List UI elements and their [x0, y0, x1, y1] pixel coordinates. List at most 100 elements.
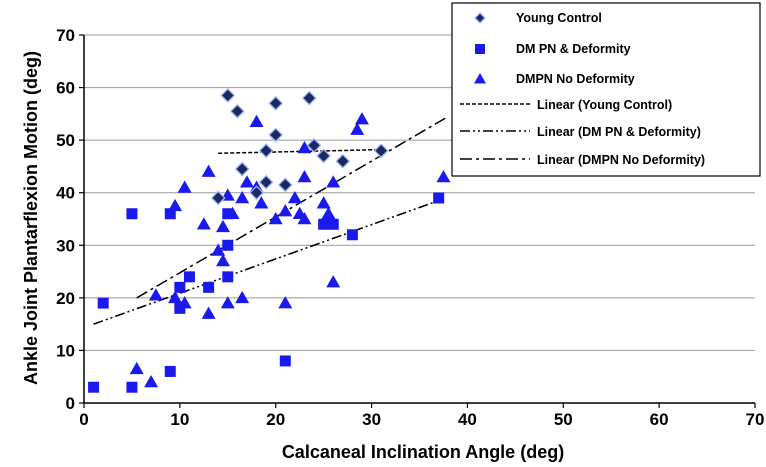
- trendline-2: [93, 199, 439, 325]
- dm-pn-deformity-point: [318, 218, 330, 230]
- dm-pn-deformity-point: [222, 239, 234, 251]
- data-point-layer: [88, 88, 451, 393]
- x-tick-label: 30: [362, 410, 381, 429]
- dmpn-no-deformity-point: [249, 114, 264, 127]
- young-control-point: [258, 143, 274, 159]
- dmpn-no-deformity-point: [350, 122, 365, 135]
- dmpn-no-deformity-point: [129, 361, 144, 375]
- y-axis-title: Ankle Joint Plantarflexion Motion (deg): [21, 51, 41, 385]
- young-control-point: [249, 185, 264, 201]
- y-tick-label: 60: [56, 79, 75, 98]
- y-tick-label: 10: [56, 341, 75, 360]
- dmpn-no-deformity-point: [436, 169, 451, 183]
- dmpn-no-deformity-point: [239, 175, 254, 188]
- legend-label: Young Control: [516, 11, 602, 25]
- legend-label: Linear (DMPN No Deformity): [537, 153, 705, 167]
- dm-pn-deformity-point: [327, 218, 339, 230]
- dmpn-no-deformity-point: [268, 212, 283, 225]
- dm-pn-deformity-point: [97, 297, 109, 309]
- grid-layer: [84, 34, 755, 351]
- young-control-point: [335, 153, 351, 169]
- dm-pn-deformity-point: [88, 381, 100, 393]
- y-tick-label: 30: [56, 236, 75, 255]
- legend-marker-1: [474, 12, 486, 24]
- x-tick-label: 40: [458, 410, 477, 429]
- young-control-point: [373, 143, 389, 159]
- x-tick-label: 50: [554, 410, 573, 429]
- dmpn-no-deformity-point: [254, 196, 269, 209]
- dmpn-no-deformity-point: [201, 306, 216, 319]
- dm-pn-deformity-point: [203, 281, 215, 293]
- legend-items: Young Control DM PN & Deformity DMPN No De…: [460, 11, 705, 167]
- x-tick-label: 0: [79, 410, 88, 429]
- legend-label: Linear (Young Control): [537, 98, 672, 112]
- dmpn-no-deformity-point: [287, 190, 302, 204]
- young-control-point: [210, 190, 226, 206]
- dm-pn-deformity-point: [174, 302, 186, 314]
- dm-pn-deformity-point: [222, 271, 234, 283]
- dmpn-no-deformity-point: [215, 254, 230, 267]
- dm-pn-deformity-point: [126, 381, 138, 393]
- dmpn-no-deformity-point: [215, 219, 230, 233]
- legend-marker-3: [474, 73, 486, 84]
- dm-pn-deformity-point: [174, 281, 186, 293]
- legend-label: DM PN & Deformity: [516, 42, 631, 56]
- dmpn-no-deformity-point: [211, 243, 226, 256]
- dmpn-no-deformity-point: [144, 374, 159, 388]
- dm-pn-deformity-point: [346, 229, 358, 241]
- young-control-point: [277, 177, 293, 193]
- dm-pn-deformity-point: [183, 271, 195, 283]
- dm-pn-deformity-point: [164, 365, 176, 377]
- dmpn-no-deformity-point: [278, 296, 293, 309]
- dmpn-no-deformity-point: [354, 112, 369, 125]
- y-tick-label: 40: [56, 184, 75, 203]
- dmpn-no-deformity-point: [148, 288, 163, 301]
- young-control-point: [258, 174, 274, 190]
- dmpn-no-deformity-point: [326, 275, 341, 288]
- trendline-layer: [93, 115, 449, 325]
- x-tick-label: 60: [650, 410, 669, 429]
- x-tick-label: 70: [746, 410, 765, 429]
- x-tick-label: 10: [170, 410, 189, 429]
- young-control-point: [301, 90, 317, 106]
- dmpn-no-deformity-point: [297, 169, 312, 183]
- young-control-point: [234, 161, 250, 177]
- x-axis-title: Calcaneal Inclination Angle (deg): [282, 442, 564, 462]
- dmpn-no-deformity-point: [278, 204, 293, 217]
- x-tick-label: 20: [266, 410, 285, 429]
- dm-pn-deformity-point: [433, 192, 445, 204]
- young-control-point: [220, 88, 236, 103]
- dm-pn-deformity-point: [126, 208, 138, 220]
- young-control-point: [316, 148, 332, 164]
- legend-label: DMPN No Deformity: [516, 72, 635, 86]
- dmpn-no-deformity-point: [235, 290, 250, 304]
- young-control-point: [268, 127, 284, 143]
- legend-label: Linear (DM PN & Deformity): [537, 125, 701, 139]
- young-control-point: [306, 137, 322, 153]
- legend: Young Control DM PN & Deformity DMPN No De…: [451, 2, 761, 177]
- dm-pn-deformity-point: [164, 208, 176, 220]
- dmpn-no-deformity-point: [168, 198, 183, 212]
- y-tick-label: 0: [66, 394, 75, 413]
- dmpn-no-deformity-point: [321, 206, 336, 219]
- dmpn-no-deformity-point: [316, 196, 331, 209]
- dmpn-no-deformity-point: [326, 175, 341, 188]
- dm-pn-deformity-point: [279, 355, 291, 367]
- axis-layer: 0 10 20 30 40 50 60 70 0 10 20 30 40 50 60 70: [56, 26, 764, 429]
- dmpn-no-deformity-point: [201, 164, 216, 177]
- dmpn-no-deformity-point: [177, 180, 192, 193]
- dmpn-no-deformity-point: [168, 290, 183, 304]
- legend-marker-2: [475, 44, 485, 54]
- dmpn-no-deformity-point: [297, 212, 312, 225]
- dmpn-no-deformity-point: [235, 190, 250, 204]
- young-control-point: [229, 103, 245, 119]
- y-tick-label: 50: [56, 131, 75, 150]
- trendline-3: [136, 115, 449, 299]
- dmpn-no-deformity-point: [297, 141, 312, 154]
- dmpn-no-deformity-point: [220, 296, 235, 309]
- y-tick-label: 20: [56, 289, 75, 308]
- dmpn-no-deformity-point: [196, 217, 211, 230]
- y-tick-label: 70: [56, 26, 75, 45]
- legend-box: [451, 2, 761, 177]
